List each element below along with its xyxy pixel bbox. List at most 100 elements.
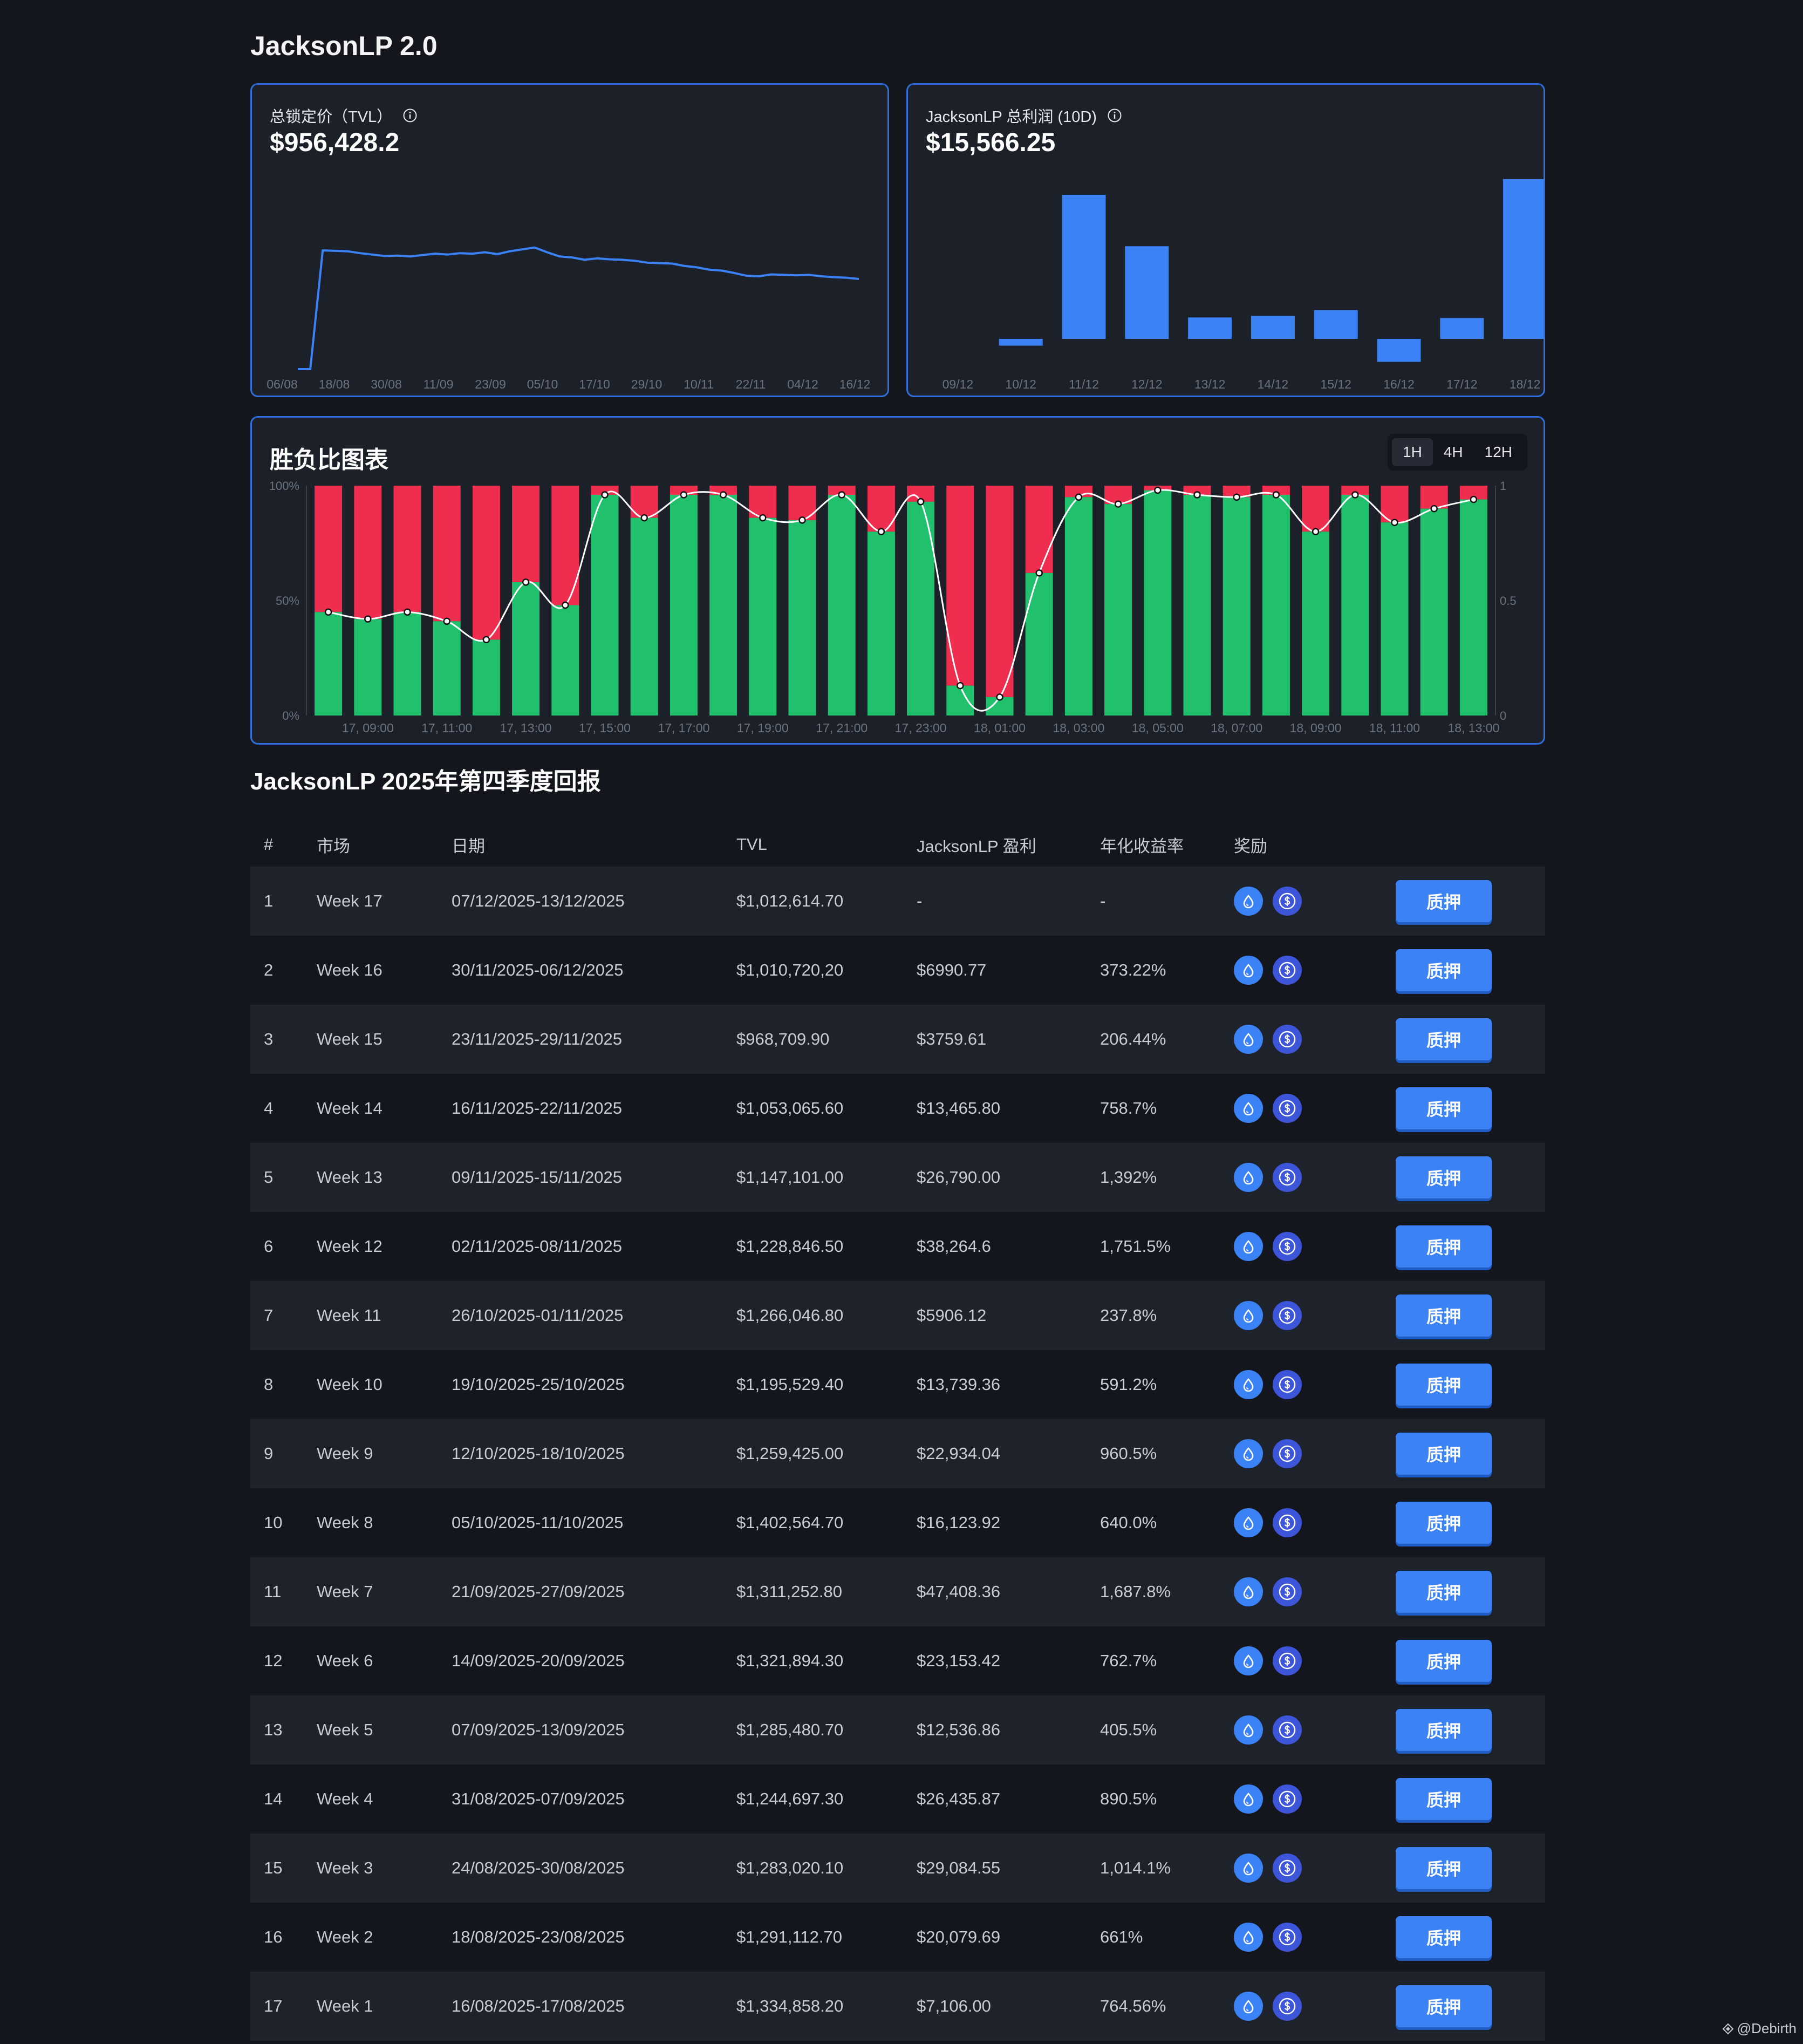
row-tvl: $1,259,425.00 (736, 1444, 844, 1463)
wl-x-tick-label: 17, 09:00 (342, 721, 394, 735)
stake-button[interactable]: 质押 (1396, 1225, 1492, 1268)
drop-token-icon[interactable] (1234, 1163, 1263, 1192)
stake-button[interactable]: 质押 (1396, 1294, 1492, 1337)
profit-bar (1125, 246, 1169, 339)
timeframe-12h-button[interactable]: 12H (1484, 444, 1512, 460)
usdc-token-icon[interactable] (1273, 1854, 1302, 1883)
win-ratio-point (798, 516, 806, 524)
row-profit: $12,536.86 (917, 1720, 1001, 1739)
timeframe-1h-button[interactable]: 1H (1392, 438, 1433, 466)
drop-token-icon[interactable] (1234, 1923, 1263, 1952)
stake-button[interactable]: 质押 (1396, 1018, 1492, 1060)
stake-button[interactable]: 质押 (1396, 880, 1492, 922)
table-row: 12 Week 6 14/09/2025-20/09/2025 $1,321,894.… (250, 1626, 1545, 1695)
stake-button[interactable]: 质押 (1396, 1709, 1492, 1751)
loss-bar (591, 486, 619, 495)
usdc-token-icon[interactable] (1273, 1025, 1302, 1054)
stake-button[interactable]: 质押 (1396, 1778, 1492, 1820)
timeframe-4h-button[interactable]: 4H (1443, 444, 1463, 460)
win-bar (1302, 532, 1330, 716)
stake-button[interactable]: 质押 (1396, 949, 1492, 991)
drop-token-icon[interactable] (1234, 1992, 1263, 2021)
column-header-apr: 年化收益率 (1100, 836, 1184, 856)
stake-button[interactable]: 质押 (1396, 1087, 1492, 1129)
drop-token-icon[interactable] (1234, 1094, 1263, 1123)
drop-token-icon[interactable] (1234, 956, 1263, 985)
stake-button[interactable]: 质押 (1396, 1502, 1492, 1544)
usdc-token-icon[interactable] (1273, 1923, 1302, 1952)
drop-token-icon[interactable] (1234, 1370, 1263, 1399)
table-row: 14 Week 4 31/08/2025-07/09/2025 $1,244,697.… (250, 1764, 1545, 1834)
row-tvl: $1,402,564.70 (736, 1513, 844, 1532)
drop-token-icon[interactable] (1234, 887, 1263, 916)
usdc-token-icon[interactable] (1273, 1508, 1302, 1537)
column-header-market: 市场 (317, 836, 350, 856)
usdc-token-icon[interactable] (1273, 1094, 1302, 1123)
info-circle-icon[interactable] (403, 108, 417, 122)
usdc-token-icon[interactable] (1273, 887, 1302, 916)
wl-x-tick-label: 18, 13:00 (1447, 721, 1499, 735)
row-apr: 206.44% (1100, 1030, 1166, 1048)
usdc-token-icon[interactable] (1273, 1439, 1302, 1468)
profit-card: JacksonLP 总利润 (10D) $15,566.25 09/12 10/1… (906, 83, 1545, 397)
drop-token-icon[interactable] (1234, 1715, 1263, 1745)
row-profit: $13,465.80 (917, 1099, 1001, 1118)
row-market: Week 13 (317, 1168, 383, 1187)
usdc-token-icon[interactable] (1273, 1301, 1302, 1330)
loss-bar (1420, 486, 1448, 509)
win-ratio-point (404, 608, 411, 616)
drop-token-icon[interactable] (1234, 1025, 1263, 1054)
profit-bar (1188, 317, 1232, 339)
row-apr: 405.5% (1100, 1720, 1157, 1739)
drop-token-icon[interactable] (1234, 1301, 1263, 1330)
stake-button[interactable]: 质押 (1396, 1156, 1492, 1198)
drop-token-icon[interactable] (1234, 1784, 1263, 1814)
drop-token-icon[interactable] (1234, 1439, 1263, 1468)
row-action: 质押 (1396, 1626, 1545, 1695)
drop-token-icon[interactable] (1234, 1232, 1263, 1261)
win-ratio-point (562, 601, 569, 609)
usdc-token-icon[interactable] (1273, 1646, 1302, 1675)
wl-x-tick-label: 17, 21:00 (816, 721, 868, 735)
usdc-token-icon[interactable] (1273, 1992, 1302, 2021)
usdc-token-icon[interactable] (1273, 1577, 1302, 1606)
stake-button[interactable]: 质押 (1396, 1985, 1492, 2027)
usdc-token-icon[interactable] (1273, 1232, 1302, 1261)
stake-button[interactable]: 质押 (1396, 1916, 1492, 1958)
win-ratio-point (364, 615, 372, 623)
row-market: Week 10 (317, 1375, 383, 1394)
info-circle-icon[interactable] (1108, 108, 1122, 122)
row-rewards (1234, 867, 1396, 936)
row-rewards (1234, 1281, 1396, 1350)
profit-label: JacksonLP 总利润 (10D) (926, 108, 1097, 126)
loss-bar (828, 486, 856, 495)
diamond-logo-icon (1722, 2023, 1734, 2035)
usdc-token-icon[interactable] (1273, 1370, 1302, 1399)
usdc-token-icon[interactable] (1273, 1163, 1302, 1192)
table-row: 11 Week 7 21/09/2025-27/09/2025 $1,311,252.… (250, 1557, 1545, 1626)
drop-token-icon[interactable] (1234, 1577, 1263, 1606)
stake-button[interactable]: 质押 (1396, 1640, 1492, 1682)
win-ratio-point (1312, 528, 1320, 535)
profit-bar (999, 339, 1043, 346)
win-bar (788, 520, 816, 716)
row-date: 21/09/2025-27/09/2025 (452, 1582, 625, 1601)
usdc-token-icon[interactable] (1273, 956, 1302, 985)
row-apr: 661% (1100, 1927, 1143, 1946)
drop-token-icon[interactable] (1234, 1508, 1263, 1537)
row-market: Week 14 (317, 1099, 383, 1118)
stake-button[interactable]: 质押 (1396, 1364, 1492, 1406)
win-ratio-point (1154, 486, 1162, 494)
stake-button[interactable]: 质押 (1396, 1433, 1492, 1475)
tvl-card: 总锁定价（TVL） $956,428.2 06/08 18/08 30/08 11/0… (250, 83, 889, 397)
drop-token-icon[interactable] (1234, 1646, 1263, 1675)
drop-token-icon[interactable] (1234, 1854, 1263, 1883)
stake-button[interactable]: 质押 (1396, 1847, 1492, 1889)
stake-button[interactable]: 质押 (1396, 1571, 1492, 1613)
win-ratio-point (957, 682, 964, 690)
usdc-token-icon[interactable] (1273, 1715, 1302, 1745)
row-tvl: $1,228,846.50 (736, 1237, 844, 1256)
row-apr: - (1100, 891, 1106, 910)
usdc-token-icon[interactable] (1273, 1784, 1302, 1814)
wl-x-tick-label: 18, 11:00 (1369, 721, 1420, 735)
